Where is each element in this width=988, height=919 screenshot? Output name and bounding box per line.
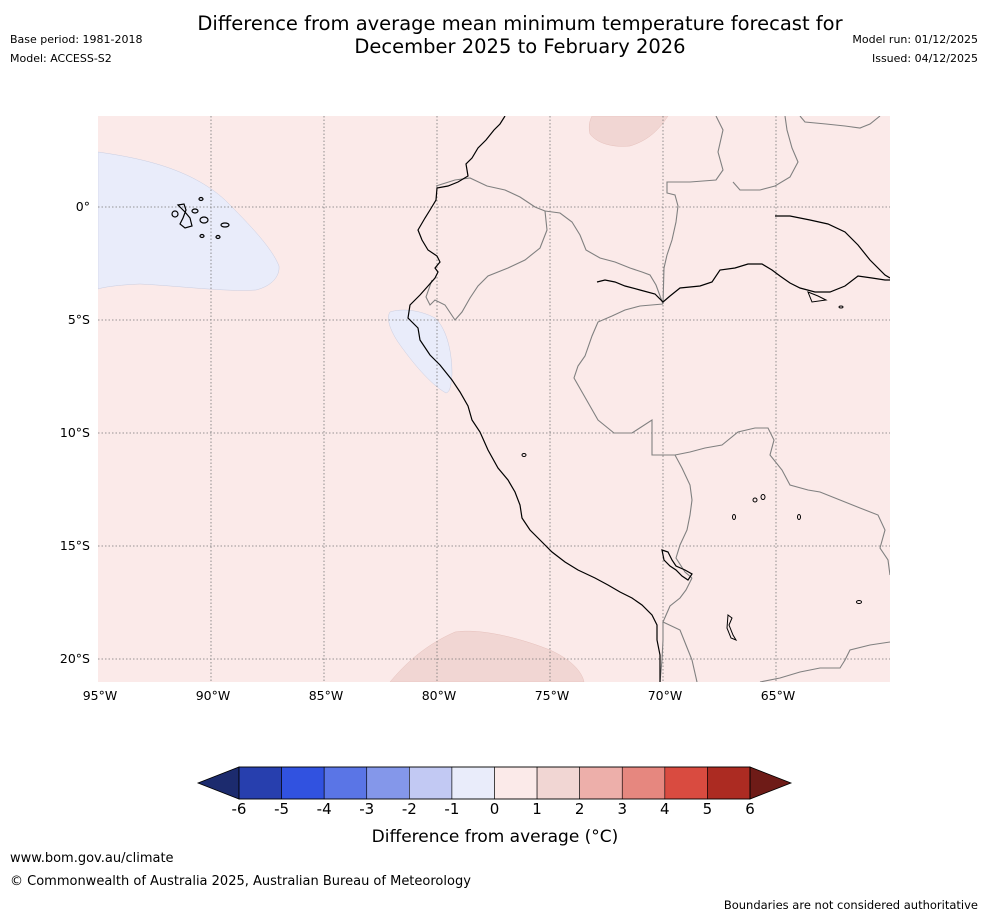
colorbar-tick-label: 3 bbox=[617, 800, 628, 818]
meta-right: Model run: 01/12/2025 Issued: 04/12/2025 bbox=[852, 30, 978, 68]
lat-label-20s: 20°S bbox=[59, 651, 90, 666]
lat-label-0: 0° bbox=[75, 199, 90, 214]
anomaly-patch-cool-galapagos bbox=[98, 151, 280, 291]
forecast-map bbox=[98, 116, 890, 682]
footer-disclaimer: Boundaries are not considered authoritat… bbox=[723, 898, 978, 912]
colorbar-tick-label: -1 bbox=[444, 800, 460, 818]
graticule bbox=[98, 116, 890, 682]
colorbar-cell bbox=[323, 766, 368, 800]
small-lakes bbox=[521, 291, 862, 642]
lon-label-95w: 95°W bbox=[82, 688, 118, 703]
colorbar-cell bbox=[494, 766, 538, 800]
lon-label-80w: 80°W bbox=[421, 688, 457, 703]
galapagos-islands bbox=[171, 196, 230, 240]
colorbar bbox=[196, 766, 793, 800]
model-name: Model: ACCESS-S2 bbox=[10, 52, 112, 65]
colorbar-tick-label: -3 bbox=[359, 800, 375, 818]
anomaly-patch-warm-south bbox=[389, 630, 585, 682]
footer-url: www.bom.gov.au/climate bbox=[10, 851, 174, 866]
lon-label-85w: 85°W bbox=[308, 688, 344, 703]
country-borders bbox=[425, 116, 890, 682]
meta-left: Base period: 1981-2018 Model: ACCESS-S2 bbox=[10, 30, 142, 68]
base-period: Base period: 1981-2018 bbox=[10, 33, 143, 46]
colorbar-tick-label: -5 bbox=[274, 800, 290, 818]
issued-date: Issued: 04/12/2025 bbox=[871, 52, 978, 65]
colorbar-tick-label: -2 bbox=[401, 800, 417, 818]
colorbar-under-arrow bbox=[196, 766, 240, 800]
colorbar-over-arrow bbox=[749, 766, 793, 800]
lon-label-65w: 65°W bbox=[760, 688, 796, 703]
chart-title: Difference from average mean minimum tem… bbox=[0, 12, 988, 58]
title-line-1: Difference from average mean minimum tem… bbox=[197, 12, 843, 35]
title-line-2: December 2025 to February 2026 bbox=[354, 35, 686, 58]
lon-label-70w: 70°W bbox=[647, 688, 683, 703]
model-run: Model run: 01/12/2025 bbox=[852, 33, 978, 46]
anomaly-patch-cool-peru bbox=[388, 309, 453, 394]
colorbar-cell bbox=[366, 766, 410, 800]
colorbar-cell bbox=[579, 766, 623, 800]
colorbar-tick-label: 0 bbox=[489, 800, 500, 818]
lon-label-75w: 75°W bbox=[534, 688, 570, 703]
coastlines bbox=[407, 116, 890, 682]
colorbar-cell bbox=[281, 766, 325, 800]
lat-label-5s: 5°S bbox=[67, 312, 90, 327]
colorbar-tick-label: 4 bbox=[660, 800, 670, 818]
lon-label-90w: 90°W bbox=[195, 688, 231, 703]
colorbar-tick-label: 5 bbox=[702, 800, 713, 818]
colorbar-label: Difference from average (°C) bbox=[371, 827, 619, 847]
colorbar-cell bbox=[707, 766, 751, 800]
colorbar-cell bbox=[451, 766, 495, 800]
colorbar-tick-label: -4 bbox=[316, 800, 332, 818]
colorbar-tick-label: 2 bbox=[574, 800, 585, 818]
colorbar-cell bbox=[536, 766, 580, 800]
lat-label-10s: 10°S bbox=[59, 425, 90, 440]
colorbar-cell bbox=[664, 766, 708, 800]
colorbar-tick-label: -6 bbox=[231, 800, 247, 818]
lat-label-15s: 15°S bbox=[59, 538, 90, 553]
colorbar-cell bbox=[238, 766, 282, 800]
footer-copyright: © Commonwealth of Australia 2025, Austra… bbox=[10, 874, 471, 889]
colorbar-cell bbox=[409, 766, 453, 800]
colorbar-cell bbox=[621, 766, 666, 800]
anomaly-patch-warm-north bbox=[588, 116, 669, 147]
colorbar-tick-label: 6 bbox=[745, 800, 755, 818]
colorbar-tick-label: 1 bbox=[532, 800, 542, 818]
